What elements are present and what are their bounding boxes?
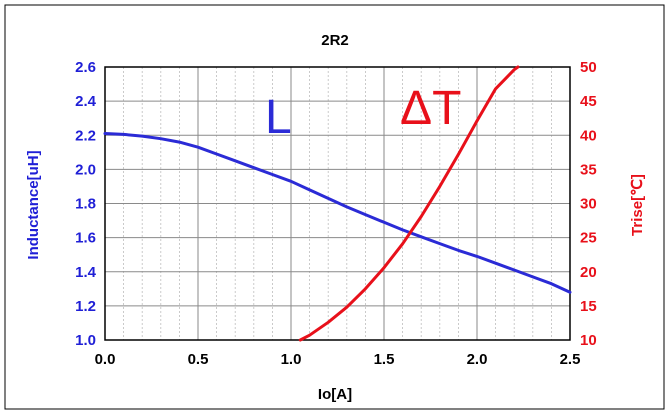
y-left-tick-label: 1.6 — [75, 230, 96, 247]
plot-frame — [104, 66, 571, 341]
outer-frame — [4, 4, 665, 410]
x-axis-label: Io[A] — [318, 386, 352, 403]
y-right-tick-label: 15 — [580, 298, 597, 315]
y-left-tick-label: 2.4 — [75, 93, 97, 110]
x-tick-label: 0.0 — [95, 351, 116, 368]
chart-title: 2R2 — [321, 32, 349, 49]
series-line-trise — [298, 65, 520, 342]
y-right-tick-label: 50 — [580, 59, 597, 76]
tick-layer: 0.0 0.5 1.0 1.5 2.0 2.5 1.0 1.2 1.4 1.6 1.8 2.0 2.2 2… — [75, 59, 597, 368]
y-left-axis-label: Inductance[uH] — [25, 150, 42, 259]
y-left-tick-label: 2.6 — [75, 59, 96, 76]
y-right-tick-label: 25 — [580, 230, 597, 247]
x-tick-label: 1.5 — [374, 351, 395, 368]
x-tick-label: 2.5 — [560, 351, 581, 368]
y-right-tick-label: 35 — [580, 161, 597, 178]
y-left-tick-label: 1.4 — [75, 264, 97, 281]
y-right-tick-label: 45 — [580, 93, 597, 110]
x-tick-label: 1.0 — [281, 351, 302, 368]
y-left-tick-label: 1.0 — [75, 332, 96, 349]
y-right-tick-label: 10 — [580, 332, 597, 349]
major-grid — [105, 67, 570, 340]
series-label-delta-t: ΔT — [400, 82, 461, 135]
y-left-tick-label: 2.0 — [75, 161, 96, 178]
series-label-l: L — [265, 91, 292, 144]
x-tick-label: 0.5 — [188, 351, 209, 368]
y-left-tick-label: 1.2 — [75, 298, 96, 315]
y-right-tick-label: 40 — [580, 127, 597, 144]
y-left-tick-label: 2.2 — [75, 127, 96, 144]
y-right-axis-label: Trise[℃] — [629, 174, 646, 236]
y-right-tick-label: 30 — [580, 196, 597, 213]
series-layer — [103, 65, 572, 342]
x-tick-label: 2.0 — [467, 351, 488, 368]
y-right-tick-label: 20 — [580, 264, 597, 281]
y-left-tick-label: 1.8 — [75, 196, 96, 213]
series-line-inductance — [103, 132, 572, 294]
